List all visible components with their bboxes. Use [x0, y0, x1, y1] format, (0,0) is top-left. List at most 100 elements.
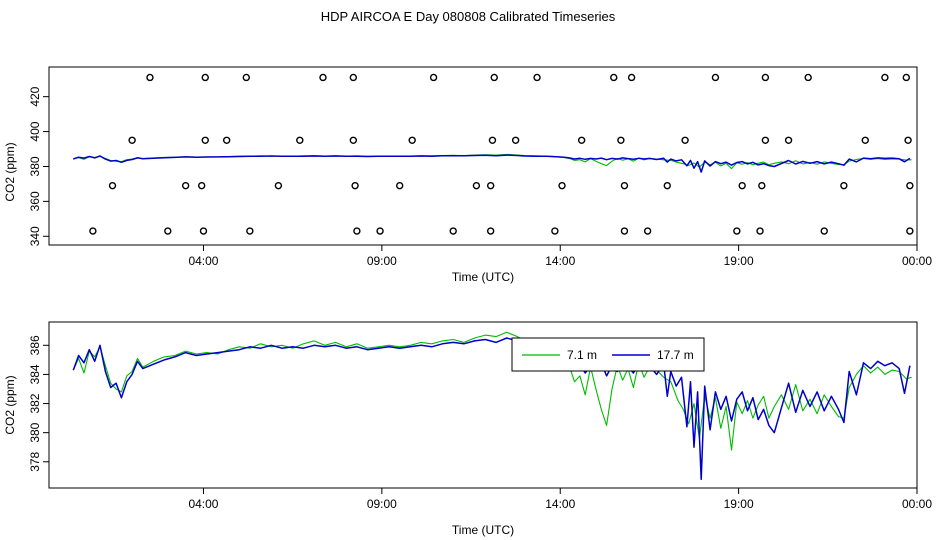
flag-point — [181, 181, 190, 190]
flag-point — [906, 181, 914, 190]
bottom-x-axis: 04:00 09:00 14:00 19:00 00:00 — [188, 488, 932, 511]
flag-point — [620, 227, 629, 235]
top-y-tick-label: 340 — [28, 226, 42, 246]
flag-point — [108, 181, 117, 190]
top-series-line-17-7-m — [73, 154, 911, 173]
bottom-series-lines — [72, 331, 912, 481]
bottom-x-tick-label: 19:00 — [724, 497, 754, 511]
flag-point — [488, 136, 497, 144]
flag-point — [296, 136, 304, 144]
flag-point — [222, 136, 231, 144]
flag-point — [146, 73, 154, 82]
flag-point — [881, 73, 889, 82]
flag-point — [89, 227, 97, 235]
flag-point — [274, 181, 283, 190]
bottom-panel: 04:00 09:00 14:00 19:00 00:00 378 380 382 384 38… — [3, 321, 932, 537]
flag-point — [511, 136, 520, 144]
flag-point — [199, 227, 208, 235]
flag-point — [551, 227, 559, 235]
flag-point — [429, 73, 438, 82]
flag-point — [758, 181, 766, 190]
bottom-series-line-17-7-m — [72, 337, 911, 481]
flag-point — [449, 227, 457, 235]
flag-point — [349, 73, 358, 82]
bottom-y-tick-label: 384 — [28, 364, 42, 384]
top-x-tick-label: 00:00 — [902, 254, 932, 268]
flag-point — [486, 181, 495, 190]
top-flag-points — [89, 73, 914, 235]
flag-point — [201, 136, 209, 144]
bottom-series-line-7-1-m — [72, 331, 912, 451]
flag-point — [627, 73, 636, 82]
top-y-tick-label: 400 — [28, 121, 42, 141]
flag-point — [761, 73, 770, 82]
flag-point — [902, 73, 910, 82]
flag-point — [761, 136, 770, 144]
top-x-axis-label: Time (UTC) — [452, 270, 514, 284]
flag-point — [353, 227, 361, 235]
legend-label-7m: 7.1 m — [567, 348, 597, 362]
bottom-y-axis-label: CO2 (ppm) — [3, 375, 17, 434]
flag-point — [906, 227, 914, 235]
flag-point — [558, 181, 566, 190]
flag-point — [246, 227, 254, 235]
flag-point — [904, 136, 912, 144]
top-y-axis-label: CO2 (ppm) — [3, 142, 17, 201]
flag-point — [733, 227, 741, 235]
flag-point — [756, 227, 764, 235]
flag-point — [472, 181, 481, 190]
top-x-tick-label: 19:00 — [724, 254, 754, 268]
flag-point — [840, 181, 848, 190]
top-panel: 04:00 09:00 14:00 19:00 00:00 340 360 380 400 42… — [3, 66, 932, 284]
flag-point — [201, 73, 209, 82]
bottom-x-axis-label: Time (UTC) — [452, 523, 514, 537]
bottom-x-tick-label: 04:00 — [188, 497, 218, 511]
flag-point — [577, 136, 586, 144]
top-y-tick-label: 420 — [28, 86, 42, 106]
flag-point — [376, 227, 384, 235]
top-y-tick-label: 380 — [28, 156, 42, 176]
bottom-x-tick-label: 14:00 — [545, 497, 575, 511]
flag-point — [395, 181, 404, 190]
bottom-plot-frame — [48, 321, 918, 489]
flag-point — [408, 136, 416, 144]
top-plot-frame — [48, 66, 918, 246]
flag-point — [643, 227, 652, 235]
top-x-tick-label: 14:00 — [545, 254, 575, 268]
flag-point — [663, 181, 671, 190]
top-x-axis: 04:00 09:00 14:00 19:00 00:00 — [188, 245, 932, 268]
bottom-y-tick-label: 382 — [28, 393, 42, 413]
bottom-y-tick-label: 378 — [28, 451, 42, 471]
flag-point — [681, 136, 689, 144]
bottom-x-tick-label: 00:00 — [902, 497, 932, 511]
flag-point — [820, 227, 828, 235]
bottom-y-axis: 378 380 382 384 386 — [28, 335, 49, 472]
flag-point — [197, 181, 206, 190]
top-x-tick-label: 09:00 — [367, 254, 397, 268]
flag-point — [610, 73, 618, 82]
top-series-lines — [73, 153, 912, 173]
flag-point — [711, 73, 720, 82]
flag-point — [861, 136, 869, 144]
flag-point — [164, 227, 172, 235]
flag-point — [486, 227, 495, 235]
bottom-y-tick-label: 386 — [28, 335, 42, 355]
flag-point — [128, 136, 136, 144]
top-y-tick-label: 360 — [28, 191, 42, 211]
bottom-x-tick-label: 09:00 — [367, 497, 397, 511]
chart-title: HDP AIRCOA E Day 080808 Calibrated Times… — [321, 9, 616, 24]
flag-point — [738, 181, 746, 190]
flag-point — [351, 181, 359, 190]
flag-point — [242, 73, 250, 82]
legend: 7.1 m 17.7 m — [511, 337, 705, 372]
flag-point — [617, 136, 625, 144]
flag-point — [784, 136, 793, 144]
flag-point — [319, 73, 327, 82]
flag-point — [533, 73, 541, 82]
flag-point — [349, 136, 358, 144]
top-y-axis: 340 360 380 400 420 — [28, 86, 49, 246]
flag-point — [804, 73, 812, 82]
flag-point — [490, 73, 498, 82]
flag-point — [620, 181, 629, 190]
